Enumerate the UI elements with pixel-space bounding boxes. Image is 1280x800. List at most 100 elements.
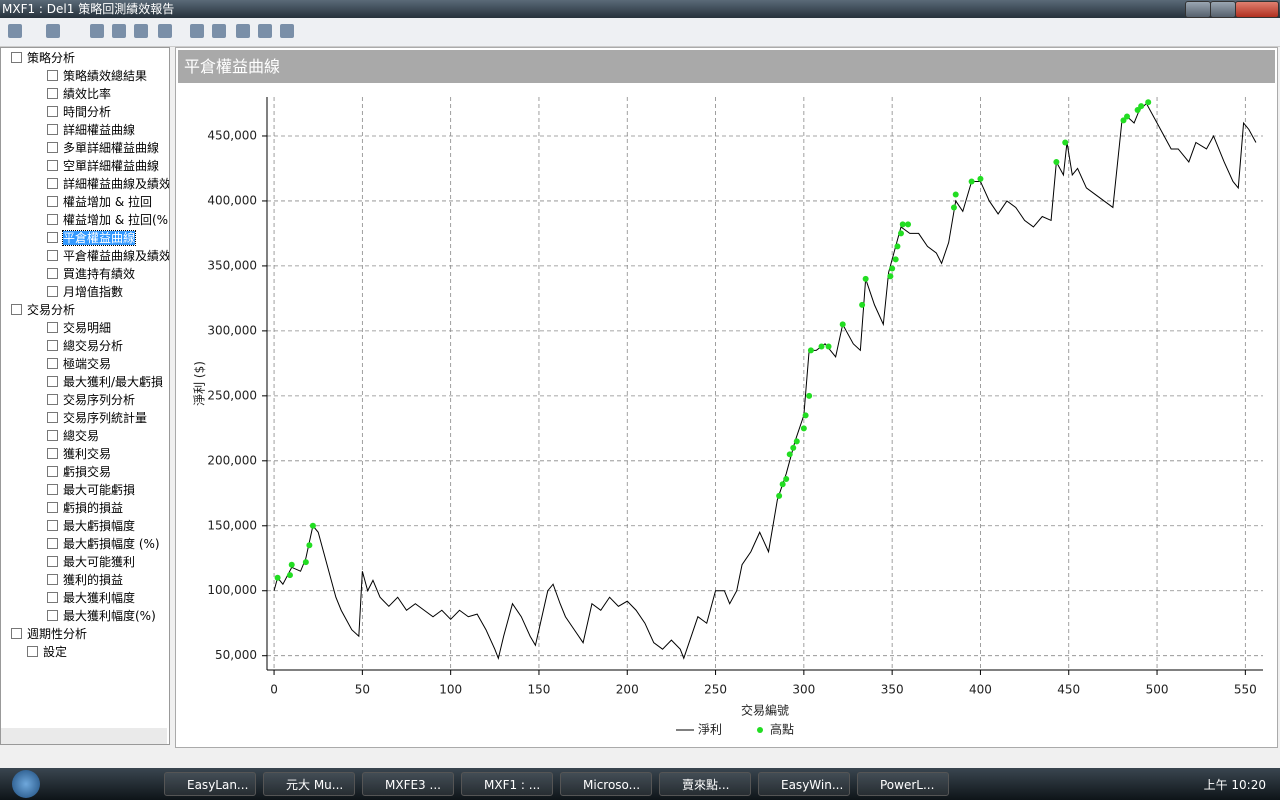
- back-button[interactable]: [8, 24, 22, 38]
- tree-item[interactable]: 交易序列分析: [47, 392, 135, 408]
- label: 最大獲利幅度(%): [63, 609, 156, 623]
- table-button[interactable]: [158, 24, 172, 38]
- tree-item[interactable]: 最大虧損幅度: [47, 518, 135, 534]
- y-axis-label: 淨利 ($): [193, 361, 207, 406]
- tree-item[interactable]: 多單詳細權益曲線: [47, 140, 159, 156]
- tree-item[interactable]: 虧損的損益: [47, 500, 123, 516]
- x-tick-label: 300: [792, 683, 815, 697]
- icon: [47, 556, 58, 567]
- window-title: MXF1 : Del1 策略回測績效報告: [0, 0, 1280, 18]
- tree-item[interactable]: 詳細權益曲線: [47, 122, 135, 138]
- cursor-button[interactable]: [190, 24, 204, 38]
- tree-item[interactable]: 總交易: [47, 428, 99, 444]
- label: 最大獲利/最大虧損: [63, 375, 164, 389]
- point: [1138, 103, 1145, 110]
- tree-item[interactable]: 總交易分析: [47, 338, 123, 354]
- x-tick-label: 400: [969, 683, 992, 697]
- point: [1145, 99, 1152, 106]
- print-button[interactable]: [134, 24, 148, 38]
- y-tick-label: 100,000: [207, 583, 257, 597]
- tree-item[interactable]: 空單詳細權益曲線: [47, 158, 159, 174]
- icon: [47, 412, 58, 423]
- icon: [47, 502, 58, 513]
- tree-item[interactable]: 最大獲利幅度: [47, 590, 135, 606]
- close-button[interactable]: [1235, 1, 1279, 18]
- taskbar-button[interactable]: EasyWin...: [758, 772, 850, 796]
- tree-item[interactable]: 權益增加 & 拉回(%): [47, 212, 169, 228]
- point: [905, 221, 912, 228]
- tree-item[interactable]: 最大虧損幅度 (%): [47, 536, 160, 552]
- point: [839, 321, 846, 328]
- y-tick-label: 450,000: [207, 128, 257, 142]
- taskbar: 上午 10:20 EasyLan... 元大 Mu... MXFE3 ... MXF1…: [0, 768, 1280, 800]
- tree-item[interactable]: 最大可能虧損: [47, 482, 135, 498]
- x-tick-label: 50: [355, 683, 370, 697]
- start-button[interactable]: [12, 770, 40, 798]
- tree-item[interactable]: 極端交易: [47, 356, 111, 372]
- legend-label: 淨利: [698, 723, 722, 737]
- reset-button[interactable]: [280, 24, 294, 38]
- tree-item[interactable]: 時間分析: [47, 104, 111, 120]
- point: [800, 425, 807, 432]
- x-tick-label: 550: [1234, 683, 1257, 697]
- tree-item[interactable]: 策略績效總結果: [47, 68, 147, 84]
- icon: [47, 70, 58, 81]
- maximize-button[interactable]: [1210, 1, 1236, 18]
- label: 策略績效總結果: [63, 69, 148, 83]
- icon: [47, 178, 58, 189]
- icon: [47, 232, 58, 243]
- preview-button[interactable]: [112, 24, 126, 38]
- y-tick-label: 250,000: [207, 388, 257, 402]
- tree-item[interactable]: 詳細權益曲線及績效: [47, 176, 169, 192]
- icon: [47, 358, 58, 369]
- point: [952, 191, 959, 198]
- tree-item[interactable]: 最大獲利幅度(%): [47, 608, 156, 624]
- tree-item[interactable]: 平倉權益曲線及績效: [47, 248, 169, 264]
- tree-item[interactable]: 最大可能獲利: [47, 554, 135, 570]
- point: [776, 492, 783, 499]
- point: [894, 243, 901, 250]
- tree-leaf[interactable]: 設定: [27, 644, 67, 660]
- tree-group[interactable]: 交易分析: [11, 302, 75, 318]
- forward-button[interactable]: [46, 24, 60, 38]
- taskbar-button[interactable]: MXFE3 ...: [362, 772, 454, 796]
- tree-item[interactable]: 交易明細: [47, 320, 111, 336]
- pan-button[interactable]: [212, 24, 226, 38]
- taskbar-button[interactable]: PowerL...: [857, 772, 949, 796]
- icon: [47, 106, 58, 117]
- horizontal-scrollbar[interactable]: [1, 728, 167, 744]
- tree-item[interactable]: 平倉權益曲線: [47, 230, 137, 246]
- tree-item[interactable]: 權益增加 & 拉回: [47, 194, 152, 210]
- tree-item[interactable]: 月增值指數: [47, 284, 123, 300]
- x-tick-label: 250: [704, 683, 727, 697]
- icon: [47, 376, 58, 387]
- label: 時間分析: [63, 105, 112, 119]
- zoom-out-button[interactable]: [258, 24, 272, 38]
- taskbar-button[interactable]: 元大 Mu...: [263, 772, 355, 796]
- zoom-in-button[interactable]: [236, 24, 250, 38]
- taskbar-button[interactable]: EasyLan...: [164, 772, 256, 796]
- taskbar-button[interactable]: 賣來點...: [659, 772, 751, 796]
- save-button[interactable]: [90, 24, 104, 38]
- icon: [27, 646, 38, 657]
- minimize-button[interactable]: [1185, 1, 1211, 18]
- icon: [47, 610, 58, 621]
- tree-group[interactable]: 週期性分析: [11, 626, 87, 642]
- tree-item[interactable]: 交易序列統計量: [47, 410, 147, 426]
- tree-item[interactable]: 獲利的損益: [47, 572, 123, 588]
- icon: [47, 214, 58, 225]
- taskbar-button[interactable]: MXF1 : ...: [461, 772, 553, 796]
- x-axis-label: 交易編號: [741, 703, 789, 718]
- label: 最大可能虧損: [63, 483, 136, 497]
- tree-item[interactable]: 最大獲利/最大虧損: [47, 374, 163, 390]
- tree-item[interactable]: 買進持有績效: [47, 266, 135, 282]
- tree-item[interactable]: 獲利交易: [47, 446, 111, 462]
- tree-item[interactable]: 虧損交易: [47, 464, 111, 480]
- panel-title: 平倉權益曲線: [178, 50, 1275, 83]
- label: 最大可能獲利: [63, 555, 136, 569]
- label: 月增值指數: [63, 285, 124, 299]
- tree-group[interactable]: 策略分析: [11, 50, 75, 66]
- tree-item[interactable]: 績效比率: [47, 86, 111, 102]
- label: 空單詳細權益曲線: [63, 159, 160, 173]
- taskbar-button[interactable]: Microso...: [560, 772, 652, 796]
